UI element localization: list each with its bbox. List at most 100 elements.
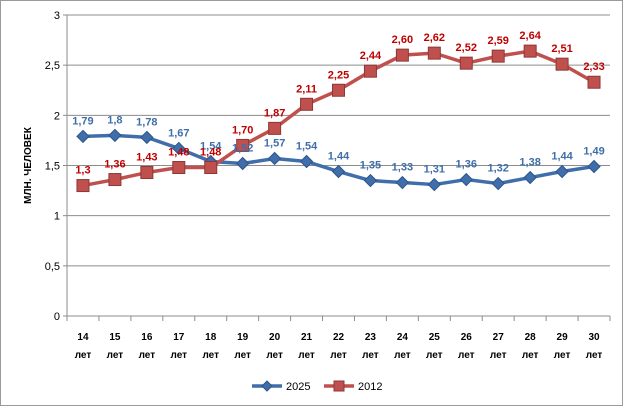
data-label-2025: 1,78	[136, 116, 157, 128]
x-tick-unit-label: лет	[202, 350, 219, 361]
point-2025	[172, 141, 186, 156]
data-label-2025: 1,31	[424, 164, 445, 176]
point-2025	[76, 129, 90, 144]
y-tick-label: 1,5	[45, 161, 60, 173]
point-2012	[459, 56, 473, 70]
x-tick-label: 24	[397, 332, 409, 343]
data-label-2025: 1,33	[392, 162, 413, 174]
point-2012	[108, 173, 122, 187]
x-tick-unit-label: лет	[171, 350, 188, 361]
point-2025	[427, 177, 442, 192]
data-label-2012: 1,48	[168, 147, 189, 159]
x-tick-label: 28	[525, 332, 537, 343]
x-tick-label: 14	[77, 332, 89, 343]
data-label-2025: 1,49	[583, 146, 604, 158]
y-tick-label: 2	[54, 110, 60, 122]
point-2012	[204, 161, 218, 175]
data-label-2012: 1,3	[75, 165, 90, 177]
x-tick-label: 30	[588, 332, 600, 343]
y-axis-ticks: 0 0,5 1 1,5 2 2,5 3	[45, 10, 60, 323]
data-label-2012: 1,43	[136, 152, 157, 164]
data-labels-layer: 1,79 1,8 1,78 1,67 1,54 1,52 1,57 1,54 1,44 1,35 1…	[72, 30, 604, 176]
data-label-2025: 1,38	[519, 157, 540, 169]
data-label-2025: 1,54	[296, 140, 318, 152]
point-2025	[108, 128, 122, 143]
x-tick-label: 29	[557, 332, 569, 343]
point-2025	[267, 151, 282, 166]
x-tick-label: 20	[269, 332, 281, 343]
point-2025	[395, 175, 410, 190]
data-label-2012: 2,44	[360, 50, 382, 62]
point-2012	[268, 121, 282, 135]
data-label-2025: 1,36	[456, 159, 477, 171]
x-tick-unit-label: лет	[75, 350, 92, 361]
data-label-2025: 1,54	[200, 140, 222, 152]
x-axis-ticks: 14 лет 15 лет 16 лет 17 лет 18 лет 19 лет 20 лет 21 лет…	[75, 332, 603, 361]
legend-marker-2012	[333, 380, 345, 392]
data-label-2012: 2,51	[551, 43, 572, 55]
point-2025	[299, 154, 314, 169]
data-label-2025: 1,8	[107, 114, 122, 126]
point-2025	[555, 164, 569, 179]
x-tick-label: 21	[301, 332, 313, 343]
data-label-2012: 2,62	[424, 32, 445, 44]
x-tick-unit-label: лет	[426, 350, 443, 361]
point-2012	[555, 57, 569, 71]
y-tick-label: 2,5	[45, 60, 60, 72]
legend-label-2012: 2012	[358, 381, 382, 393]
data-label-2012: 2,60	[392, 34, 413, 46]
x-tick-unit-label: лет	[362, 350, 379, 361]
data-label-2025: 1,44	[551, 151, 573, 163]
x-tick-unit-label: лет	[330, 350, 347, 361]
point-2012	[395, 48, 409, 62]
point-2025	[363, 173, 378, 188]
data-label-2012: 1,87	[264, 107, 285, 119]
data-label-2012: 2,52	[456, 42, 477, 54]
data-label-2025: 1,35	[360, 160, 381, 172]
x-tick-unit-label: лет	[522, 350, 539, 361]
point-2012	[76, 179, 90, 193]
x-tick-label: 19	[237, 332, 249, 343]
point-2025	[491, 176, 505, 191]
x-tick-label: 23	[365, 332, 377, 343]
point-2012	[332, 83, 345, 97]
data-label-2025: 1,32	[487, 163, 508, 175]
data-label-2012: 1,70	[232, 124, 253, 136]
data-label-2012: 1,36	[104, 159, 125, 171]
y-tick-label: 0,5	[45, 261, 60, 273]
x-tick-unit-label: лет	[298, 350, 315, 361]
series-layer	[76, 44, 601, 193]
point-2012	[140, 166, 154, 180]
point-2012	[587, 75, 601, 89]
data-label-2025: 1,79	[72, 115, 93, 127]
data-label-2025: 1,44	[328, 151, 350, 163]
point-2025	[235, 156, 250, 171]
point-2012	[300, 97, 314, 111]
x-tick-unit-label: лет	[266, 350, 283, 361]
point-2025	[140, 130, 154, 145]
x-tick-unit-label: лет	[458, 350, 475, 361]
x-tick-unit-label: лет	[586, 350, 603, 361]
data-label-2012: 1,48	[200, 147, 221, 159]
point-2012	[427, 46, 441, 60]
data-label-2012: 2,11	[296, 83, 317, 95]
point-2025	[459, 172, 473, 187]
x-tick-unit-label: лет	[139, 350, 156, 361]
point-2012	[172, 161, 186, 175]
legend: 2025 2012	[252, 380, 382, 393]
x-tick-label: 15	[109, 332, 121, 343]
y-axis-label: МЛН. ЧЕЛОВЕК	[23, 126, 34, 204]
data-label-2012: 2,59	[487, 35, 508, 47]
point-2025	[587, 159, 601, 174]
x-tick-unit-label: лет	[394, 350, 411, 361]
point-2025	[331, 164, 346, 179]
x-tick-label: 27	[493, 332, 505, 343]
point-2012	[236, 138, 250, 152]
data-label-2012: 2,33	[583, 61, 604, 73]
data-label-2012: 2,25	[328, 69, 349, 81]
legend-label-2025: 2025	[286, 381, 310, 393]
y-tick-label: 1	[54, 211, 60, 223]
x-tick-unit-label: лет	[554, 350, 571, 361]
axes	[63, 14, 611, 321]
